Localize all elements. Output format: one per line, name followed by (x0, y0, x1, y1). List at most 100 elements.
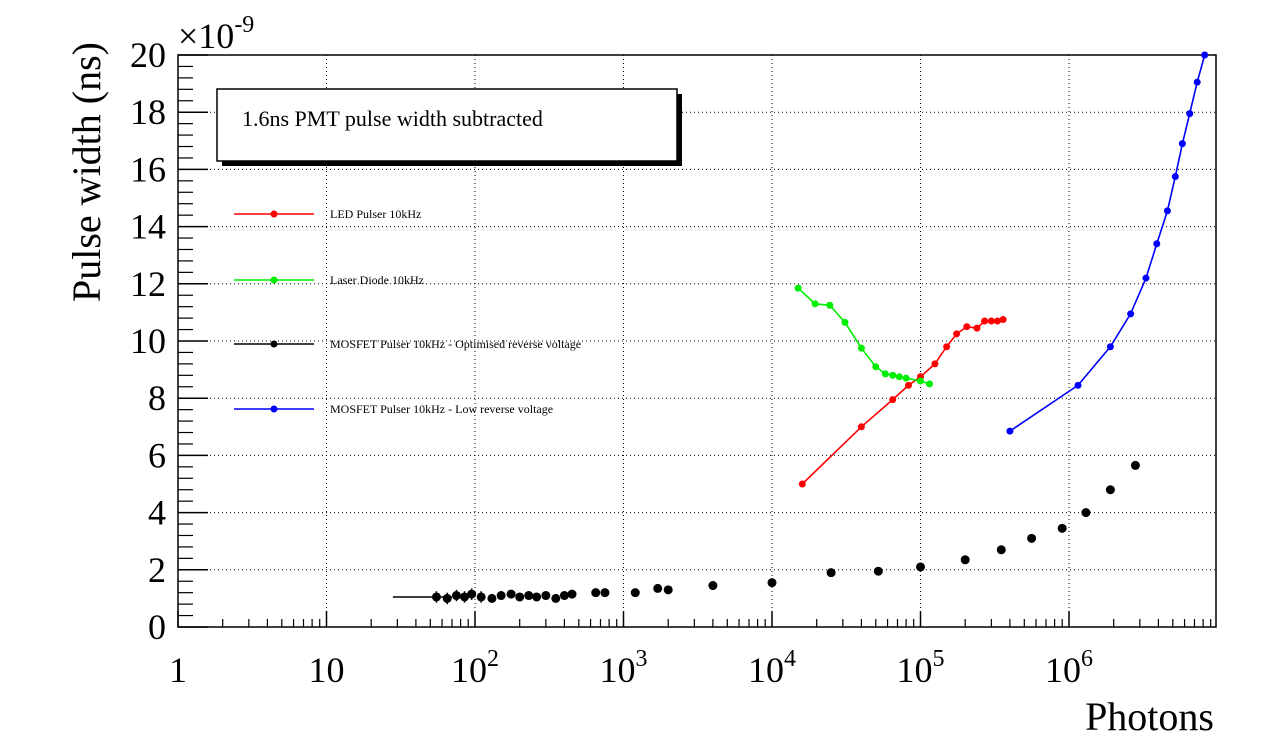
data-point (917, 377, 924, 385)
data-point (916, 562, 925, 572)
data-point (973, 324, 981, 332)
x-tick-labels: 1 10 102 103 104 105 106 (169, 646, 1093, 690)
data-point (1178, 140, 1186, 148)
legend-label: MOSFET Pulser 10kHz - Optimised reverse … (330, 337, 581, 351)
data-point (953, 330, 961, 338)
data-point (1201, 51, 1209, 59)
data-point (1186, 110, 1194, 118)
data-point (931, 360, 939, 368)
data-point (872, 363, 880, 371)
y-tick-label: 0 (148, 607, 166, 647)
legend-item: MOSFET Pulser 10kHz - Optimised reverse … (234, 337, 581, 351)
data-point (487, 593, 497, 603)
data-point (532, 592, 542, 602)
series-line (801, 318, 1004, 485)
data-point (515, 592, 525, 602)
y-tick-label: 20 (130, 35, 166, 75)
data-point (987, 317, 995, 325)
data-point (567, 589, 577, 599)
series-1 (794, 284, 934, 388)
legend-item: MOSFET Pulser 10kHz - Low reverse voltag… (234, 402, 553, 416)
data-point (496, 591, 506, 601)
data-point (442, 593, 452, 603)
data-point (999, 316, 1007, 324)
grid-lines (178, 55, 1216, 627)
y-tick-label: 6 (148, 435, 166, 475)
y-multiplier: ×10-9 (178, 12, 254, 56)
data-point (551, 593, 561, 603)
data-point (1142, 274, 1150, 282)
axis-ticks (177, 54, 1212, 628)
data-point (1027, 533, 1037, 543)
y-tick-labels: 0 2 4 6 8 10 12 14 16 18 20 (130, 35, 166, 647)
data-point (541, 591, 551, 601)
x-axis-title: Photons (1085, 694, 1214, 739)
data-point (653, 583, 663, 593)
legend-label: Laser Diode 10kHz (330, 273, 424, 287)
data-point (663, 585, 673, 595)
data-point (926, 380, 934, 388)
data-point (506, 589, 516, 599)
legend-swatch-marker (270, 405, 278, 413)
data-point (889, 396, 897, 404)
data-point (467, 589, 477, 599)
data-point (1105, 485, 1115, 495)
x-tick-label: 105 (897, 646, 945, 690)
data-point (767, 578, 777, 588)
y-tick-label: 14 (130, 207, 166, 247)
data-point (904, 381, 912, 389)
series-0 (798, 316, 1007, 488)
data-point (1193, 78, 1201, 86)
data-point (873, 566, 883, 576)
data-point (451, 591, 461, 601)
annotation-frame (216, 88, 678, 162)
y-tick-label: 18 (130, 92, 166, 132)
y-tick-label: 2 (148, 550, 166, 590)
legend-label: LED Pulser 10kHz (330, 207, 421, 221)
data-point (1106, 343, 1114, 351)
legend-item: Laser Diode 10kHz (234, 273, 424, 287)
data-point (1057, 523, 1067, 533)
data-point (559, 591, 569, 601)
data-point (841, 318, 849, 326)
data-point (1153, 240, 1161, 248)
y-tick-label: 4 (148, 493, 166, 533)
x-tick-label: 103 (600, 646, 648, 690)
data-point (826, 301, 834, 309)
data-point (591, 588, 601, 598)
data-point (857, 423, 865, 431)
data-point (798, 480, 806, 488)
data-point (881, 370, 889, 378)
data-point (1130, 460, 1140, 470)
data-point (826, 568, 836, 578)
legend-swatch-marker (270, 340, 278, 348)
x-tick-label: 106 (1045, 646, 1093, 690)
data-point (1171, 173, 1179, 181)
data-point (524, 591, 534, 601)
data-point (630, 588, 640, 598)
x-tick-label: 102 (451, 646, 499, 690)
data-point (963, 323, 971, 331)
data-point (981, 317, 989, 325)
data-point (895, 373, 903, 381)
annotation-text: 1.6ns PMT pulse width subtracted (242, 106, 543, 131)
data-point (476, 592, 486, 602)
x-tick-label: 1 (169, 650, 187, 690)
data-point (996, 545, 1006, 555)
legend: LED Pulser 10kHz Laser Diode 10kHz MOSFET … (234, 207, 581, 416)
data-point (960, 555, 970, 565)
data-point (600, 588, 610, 598)
y-tick-label: 12 (130, 264, 166, 304)
series-2 (392, 460, 1140, 605)
legend-swatch-marker (270, 210, 278, 218)
x-tick-label: 104 (748, 646, 796, 690)
data-point (1074, 381, 1082, 389)
data-point (889, 371, 897, 379)
series-line (1009, 54, 1206, 432)
legend-swatch-marker (270, 276, 278, 284)
legend-label: MOSFET Pulser 10kHz - Low reverse voltag… (330, 402, 553, 416)
data-point (431, 592, 441, 602)
legend-item: LED Pulser 10kHz (234, 207, 421, 221)
data-point (902, 374, 910, 382)
data-point (1006, 427, 1014, 435)
